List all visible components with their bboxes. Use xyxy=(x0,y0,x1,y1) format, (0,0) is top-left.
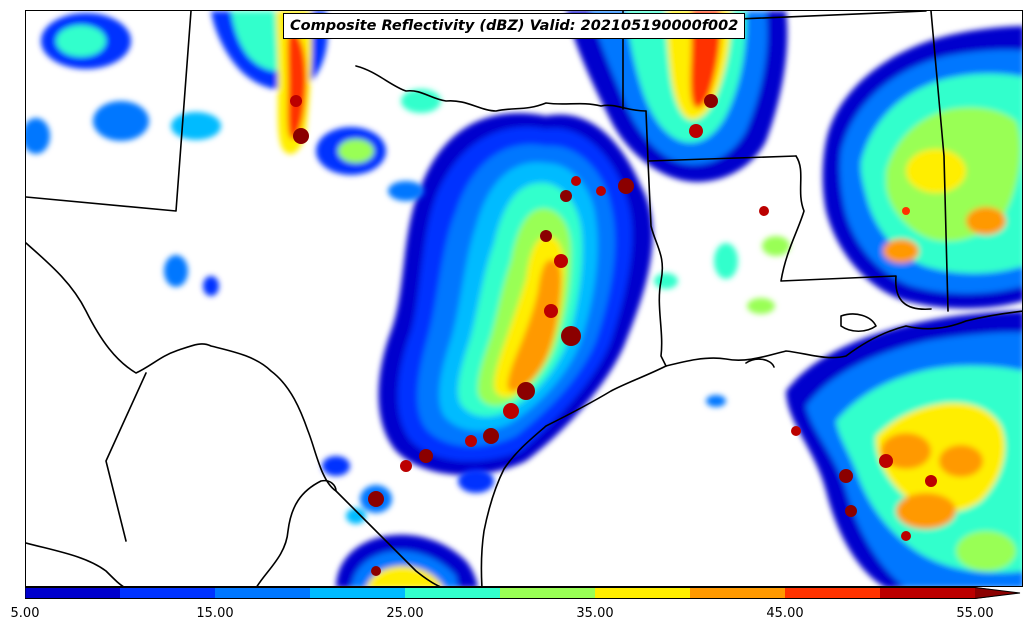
colorbar xyxy=(25,587,1021,599)
echo-strong-cores xyxy=(290,94,937,576)
echo-south-cells xyxy=(164,236,790,586)
colorbar-tick-label: 5.00 xyxy=(10,606,40,621)
colorbar-tick-label: 25.00 xyxy=(386,606,424,621)
colorbar-bin-20-25 xyxy=(310,587,406,599)
colorbar-outline xyxy=(25,587,1021,599)
colorbar-bin-15-20 xyxy=(215,587,311,599)
colorbar-bin-5-10 xyxy=(25,587,121,599)
colorbar-bin-30-35 xyxy=(500,587,596,599)
border-tx-la xyxy=(647,160,667,367)
boundary-layer xyxy=(26,11,1022,586)
coast-bayou-1 xyxy=(840,313,877,333)
colorbar-bin-10-15 xyxy=(120,587,216,599)
colorbar-tick-label: 45.00 xyxy=(766,606,804,621)
border-la-ms xyxy=(780,155,932,311)
echo-main-line xyxy=(378,113,653,475)
coast-louisiana xyxy=(665,310,1022,367)
colorbar-tick-label: 15.00 xyxy=(196,606,234,621)
border-nm-tx-upper xyxy=(26,11,192,212)
radar-echo-layer xyxy=(26,11,1022,586)
border-mexico-1 xyxy=(105,372,147,542)
chart-title: Composite Reflectivity (dBZ) Valid: 2021… xyxy=(283,13,746,39)
coast-bayou-2 xyxy=(745,358,775,368)
colorbar-bin-35-40 xyxy=(595,587,691,599)
colorbar-bin-50-55 xyxy=(880,587,976,599)
colorbar-extend-max-arrow xyxy=(975,587,1020,599)
coast-texas xyxy=(480,365,667,586)
colorbar-bin-25-30 xyxy=(405,587,501,599)
colorbar-tick-label: 35.00 xyxy=(576,606,614,621)
colorbar-bin-40-45 xyxy=(690,587,786,599)
colorbar-tick-labels: 5.00 15.00 25.00 35.00 45.00 55.00 xyxy=(0,606,1033,626)
colorbar-tick-label: 55.00 xyxy=(956,606,994,621)
colorbar-bin-45-50 xyxy=(785,587,881,599)
echo-northeast-complex xyxy=(822,26,1022,309)
echo-northwest-cells xyxy=(26,11,441,201)
border-mexico-2 xyxy=(26,542,124,586)
map-canvas xyxy=(26,11,1022,586)
border-mexico-3 xyxy=(256,479,337,586)
echo-southeast-complex xyxy=(786,311,1022,586)
border-ms-al xyxy=(930,11,949,312)
border-red-river xyxy=(355,65,647,112)
border-rio-grande xyxy=(26,242,441,586)
radar-map xyxy=(25,10,1023,587)
